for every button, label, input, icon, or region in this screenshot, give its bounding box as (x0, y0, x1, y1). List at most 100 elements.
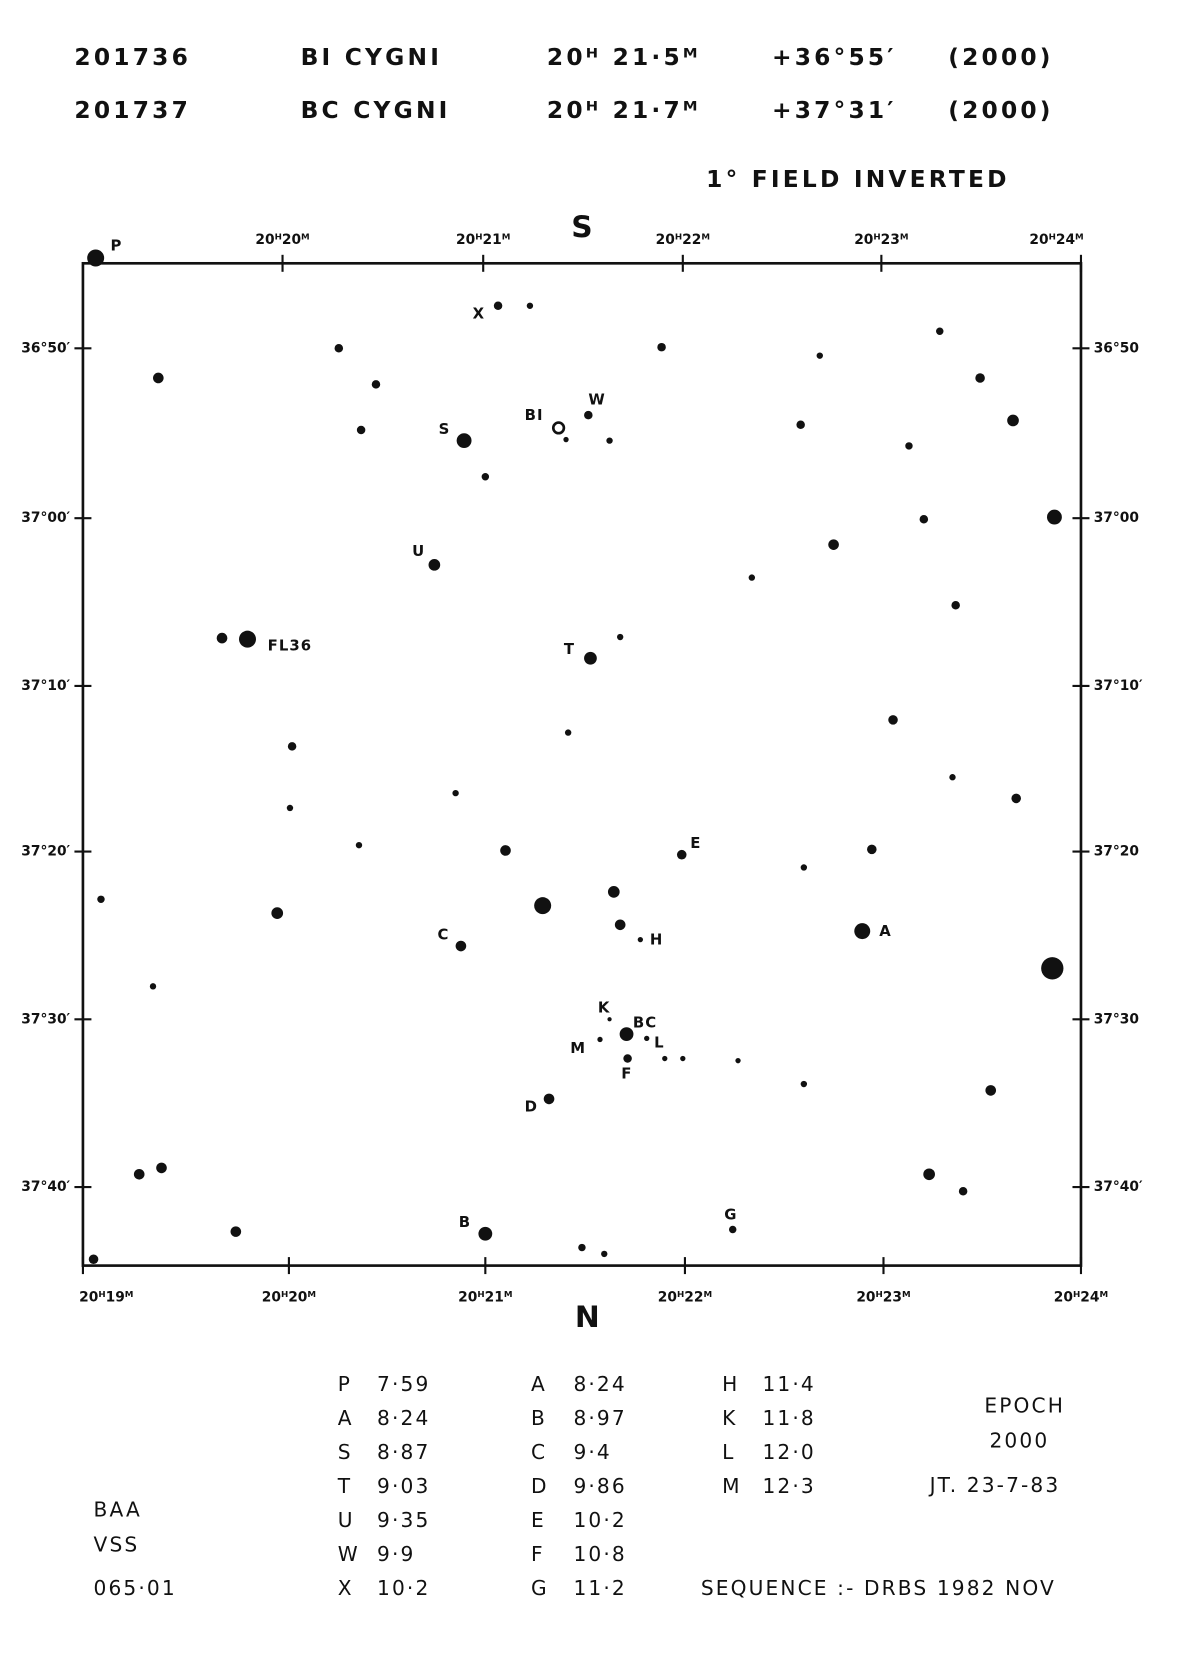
top-tick-label: 20ᴴ20ᴹ (255, 232, 309, 248)
seq-star: P (338, 1372, 352, 1396)
star (867, 844, 877, 855)
star-label: P (111, 236, 123, 254)
star (452, 789, 459, 797)
seq-mag: 8·24 (573, 1372, 626, 1396)
right-tick-label: 36°50 (1094, 340, 1139, 356)
star (1041, 957, 1064, 980)
star-label: F (621, 1064, 632, 1082)
header-cell: 201736 (74, 43, 191, 71)
star (149, 983, 157, 990)
star (816, 352, 823, 359)
bottom-tick-label: 20ᴴ19ᴹ (79, 1289, 133, 1305)
epoch-text: 2000 (989, 1428, 1049, 1452)
star (334, 344, 344, 353)
star-label: BC (633, 1014, 657, 1032)
seq-star: H (722, 1372, 739, 1396)
star (614, 919, 626, 931)
star (216, 632, 228, 644)
right-tick-label: 37°00 (1094, 510, 1139, 526)
seq-mag: 9·86 (573, 1474, 626, 1498)
seq-star: G (531, 1576, 549, 1600)
star (949, 774, 956, 781)
header-cell: 20ᴴ 21·5ᴹ (547, 43, 701, 71)
star (607, 886, 620, 898)
star (153, 372, 164, 384)
star (923, 1168, 935, 1181)
star (601, 1250, 608, 1258)
seq-mag: 10·2 (377, 1576, 430, 1600)
star (481, 473, 490, 481)
star (597, 1036, 603, 1043)
star (1046, 509, 1062, 525)
star (355, 841, 363, 849)
left-tick-label: 37°10′ (21, 678, 70, 694)
epoch-text: JT. 23-7-83 (928, 1473, 1061, 1497)
header-cell: (2000) (948, 43, 1053, 71)
left-tick-label: 37°20′ (21, 844, 70, 860)
top-tick-label: 20ᴴ21ᴹ (456, 232, 510, 248)
seq-mag: 12·3 (762, 1474, 815, 1498)
star-label: T (564, 640, 575, 658)
right-tick-label: 37°40′ (1094, 1179, 1143, 1195)
seq-star: S (338, 1440, 353, 1464)
star (623, 1054, 632, 1063)
star (729, 1225, 737, 1234)
seq-star: E (531, 1508, 546, 1532)
star-label: K (598, 999, 611, 1017)
star (748, 574, 756, 581)
seq-mag: 8·24 (377, 1406, 430, 1430)
south-label: S (571, 210, 592, 245)
header-cell: +36°55′ (772, 43, 897, 71)
variable-star (551, 421, 566, 435)
star (657, 342, 666, 352)
seq-star: M (722, 1474, 742, 1498)
bottom-tick-label: 20ᴴ24ᴹ (1054, 1289, 1108, 1305)
seq-mag: 9·35 (377, 1508, 430, 1532)
chart-id: BAA (94, 1497, 142, 1521)
seq-star: D (531, 1474, 549, 1498)
chart-id: 065·01 (94, 1576, 177, 1600)
star-label: M (570, 1039, 586, 1057)
star (534, 897, 552, 915)
header-cell: BI CYGNI (301, 43, 443, 71)
seq-mag: 8·97 (573, 1406, 626, 1430)
star (356, 425, 366, 435)
left-tick-label: 37°00′ (21, 510, 70, 526)
seq-mag: 11·2 (573, 1576, 626, 1600)
star (1007, 414, 1019, 427)
star (680, 1055, 686, 1062)
star (584, 651, 597, 665)
seq-star: A (338, 1406, 354, 1430)
seq-mag: 10·2 (573, 1508, 626, 1532)
star (644, 1035, 650, 1042)
star (578, 1243, 586, 1252)
star (230, 1226, 242, 1237)
right-tick-label: 37°10′ (1094, 678, 1143, 694)
star (919, 514, 929, 524)
star-label: C (438, 925, 450, 943)
seq-star: X (338, 1576, 354, 1600)
star-label: S (439, 420, 451, 438)
star (676, 849, 687, 860)
star (493, 301, 503, 311)
star (271, 907, 284, 919)
star (239, 630, 256, 648)
chart-id: VSS (94, 1532, 140, 1556)
star (958, 1187, 968, 1196)
star-label: A (879, 922, 892, 940)
left-tick-label: 37°40′ (21, 1179, 70, 1195)
seq-mag: 7·59 (377, 1372, 430, 1396)
star (526, 302, 534, 309)
star (543, 1093, 555, 1105)
star (87, 249, 105, 267)
star (478, 1226, 493, 1241)
star (796, 420, 805, 429)
seq-mag: 9·03 (377, 1474, 430, 1498)
seq-star: T (337, 1474, 352, 1498)
star (563, 436, 569, 443)
star-label: G (724, 1206, 737, 1224)
right-tick-label: 37°30 (1094, 1011, 1139, 1027)
bottom-tick-label: 20ᴴ21ᴹ (458, 1289, 512, 1305)
star (854, 923, 871, 940)
